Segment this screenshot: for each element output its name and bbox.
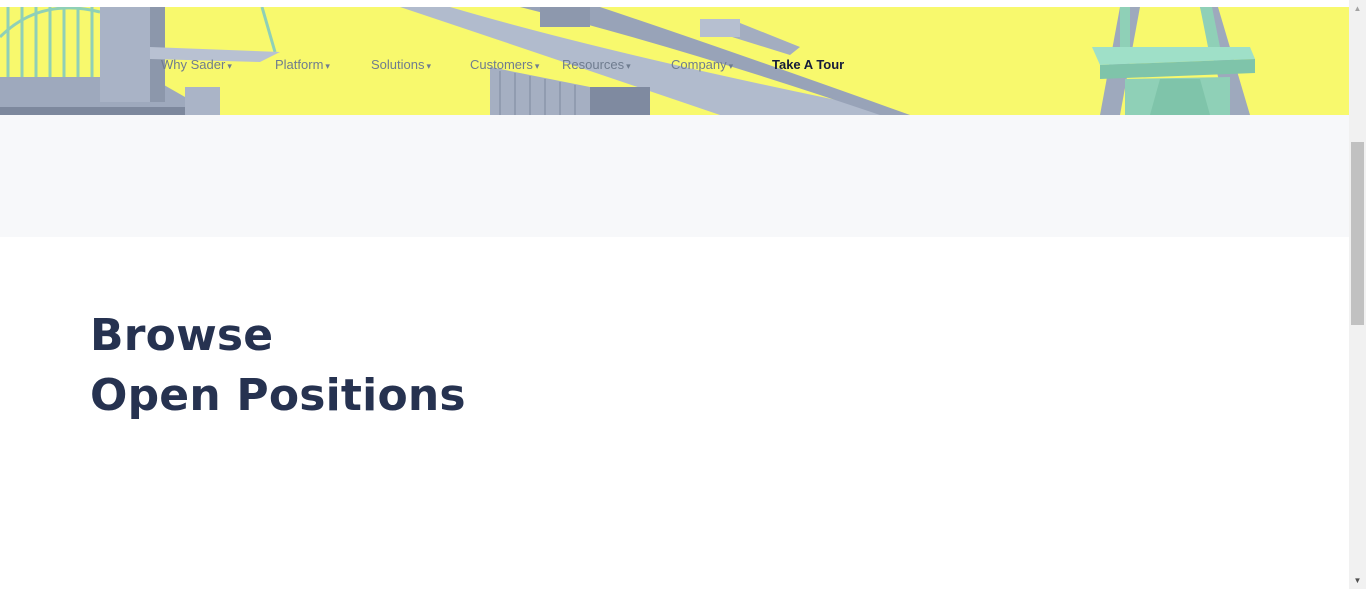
heading-line-2: Open Positions — [90, 370, 466, 421]
chevron-down-icon: ▾ — [534, 61, 540, 71]
scroll-down-icon[interactable]: ▼ — [1353, 576, 1362, 585]
vertical-scrollbar[interactable]: ▲ ▼ — [1349, 0, 1366, 589]
scrollbar-thumb[interactable] — [1351, 142, 1364, 325]
chevron-down-icon: ▾ — [626, 61, 631, 71]
nav-item-resources[interactable]: Resources ▾ — [562, 57, 631, 74]
heading-line-1: Browse — [90, 310, 274, 361]
nav-item-customers[interactable]: Customers ▾ — [470, 57, 539, 74]
chevron-down-icon: ▾ — [227, 61, 232, 71]
nav-item-platform[interactable]: Platform ▾ — [275, 57, 330, 74]
gray-band — [0, 115, 1349, 237]
nav-item-label: Company — [671, 57, 727, 72]
nav-item-label: Why Sader — [161, 57, 226, 72]
chevron-down-icon: ▾ — [325, 61, 330, 71]
top-strip — [0, 0, 1349, 7]
nav-item-label: Platform — [275, 57, 324, 72]
nav-item-label: Resources — [562, 57, 625, 72]
chevron-down-icon: ▾ — [426, 61, 432, 71]
nav-item-company[interactable]: Company ▾ — [671, 57, 733, 74]
take-a-tour-link[interactable]: Take A Tour — [772, 57, 845, 72]
nav-item-label: Customers — [470, 57, 533, 72]
main-navigation: Why Sader ▾ Platform ▾ Solutions ▾ Customer… — [0, 7, 1349, 115]
section-heading: Browse Open Positions — [90, 306, 466, 426]
chevron-down-icon: ▾ — [728, 61, 734, 71]
scroll-up-icon[interactable]: ▲ — [1353, 4, 1362, 13]
nav-item-label: Solutions — [371, 57, 425, 72]
nav-item-solutions[interactable]: Solutions ▾ — [371, 57, 431, 74]
nav-item-why[interactable]: Why Sader ▾ — [161, 57, 232, 74]
hero-banner — [0, 7, 1349, 115]
hero-illustration — [0, 7, 1255, 115]
